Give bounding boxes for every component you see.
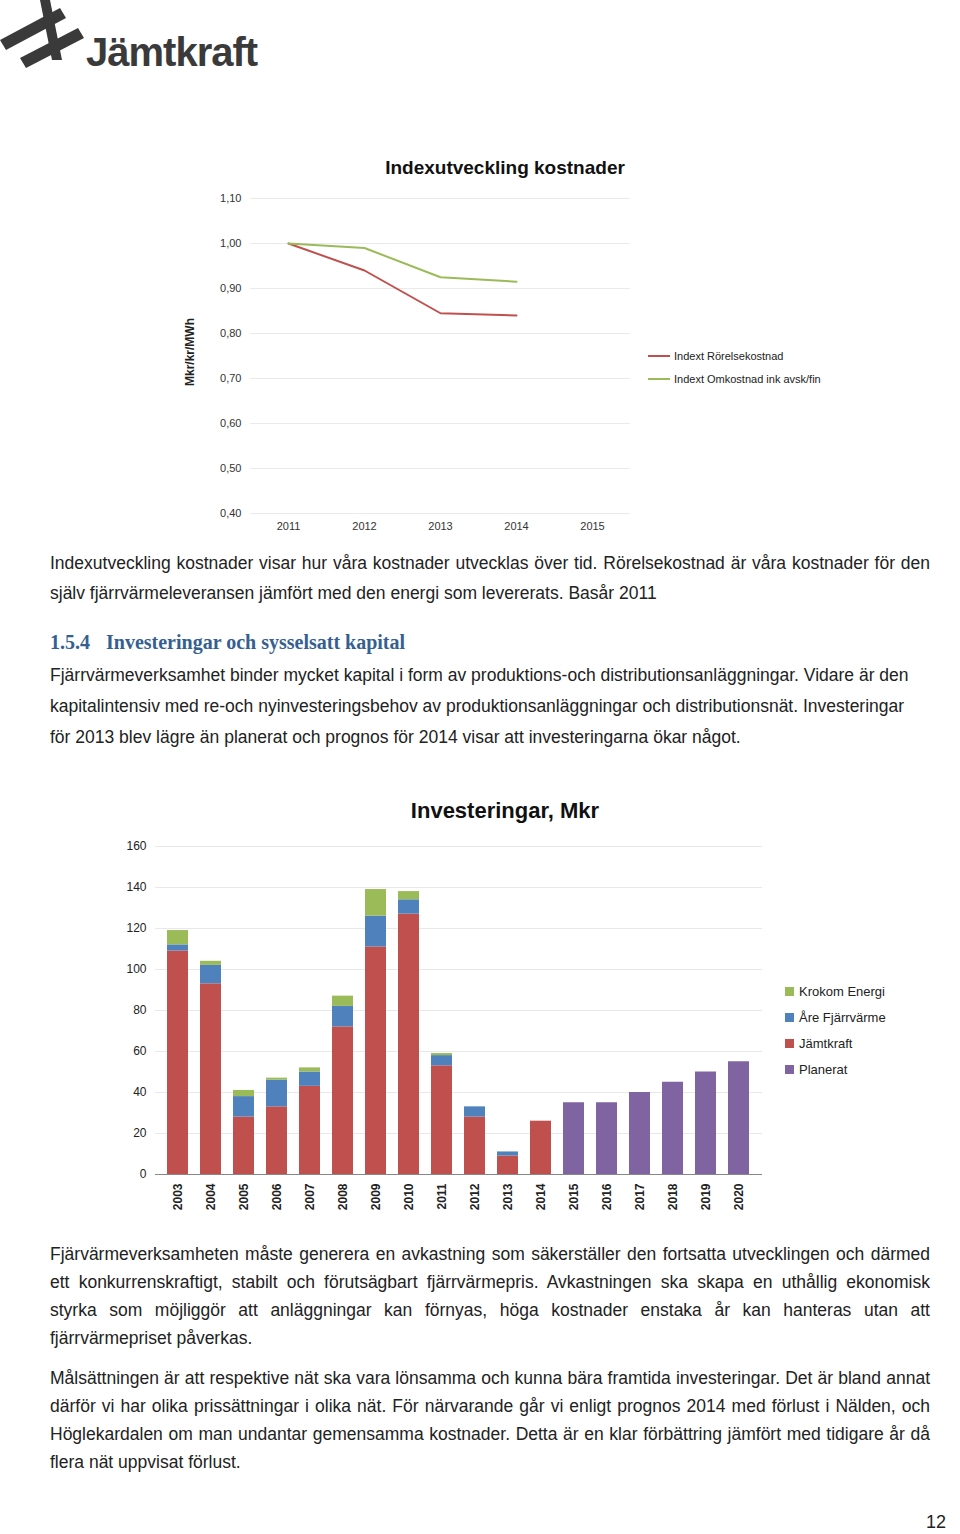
svg-text:2014: 2014 [534,1183,548,1210]
svg-text:60: 60 [133,1044,147,1058]
svg-text:2004: 2004 [204,1183,218,1210]
html-text:Krokom Energi: Krokom Energi [799,983,885,999]
html-text:Jämtkraft: Jämtkraft [799,1035,853,1051]
html-text:Jämtkraft: Jämtkraft [86,30,258,74]
svg-text:2012: 2012 [468,1183,482,1210]
html-text:Åre Fjärrvärme: Åre Fjärrvärme [799,1009,886,1025]
svg-text:140: 140 [126,880,146,894]
svg-text:0,40: 0,40 [220,507,241,519]
svg-text:160: 160 [126,839,146,853]
svg-text:0,90: 0,90 [220,282,241,294]
html-text:Mkr/kr/MWh: Mkr/kr/MWh [183,318,197,386]
svg-text:2015: 2015 [580,520,604,532]
html-text:Fjärvärmeverksamheten måste ge: Fjärvärmeverksamheten måste generera en … [50,1244,930,1348]
html-text:12: 12 [926,1512,946,1532]
html-text:Investeringar och sysselsatt k: Investeringar och sysselsatt kapital [106,631,406,653]
svg-text:2018: 2018 [666,1183,680,1210]
html-text:Indexutveckling kostnader visa: Indexutveckling kostnader visar hur våra… [50,553,930,603]
html-text:Fjärrvärmeverksamhet binder my: Fjärrvärmeverksamhet binder mycket kapit… [50,665,909,747]
svg-text:40: 40 [133,1085,147,1099]
svg-text:2005: 2005 [237,1183,251,1210]
html-text:Indexutveckling kostnader: Indexutveckling kostnader [385,157,625,178]
html-text:Indext Omkostnad ink avsk/fin: Indext Omkostnad ink avsk/fin [674,372,821,385]
html-text:Indext Rörelsekostnad: Indext Rörelsekostnad [674,349,784,362]
svg-text:2019: 2019 [699,1183,713,1210]
svg-text:2009: 2009 [369,1183,383,1210]
html-text:Planerat: Planerat [799,1061,848,1077]
svg-text:0,70: 0,70 [220,372,241,384]
svg-text:2016: 2016 [600,1183,614,1210]
html-text:1.5.4: 1.5.4 [50,631,90,653]
svg-text:0,50: 0,50 [220,462,241,474]
svg-text:2011: 2011 [435,1183,449,1209]
svg-text:0,80: 0,80 [220,327,241,339]
svg-text:2020: 2020 [732,1183,746,1210]
svg-text:2015: 2015 [567,1183,581,1210]
svg-text:2011: 2011 [277,520,301,532]
svg-text:2017: 2017 [633,1183,647,1210]
svg-text:0: 0 [140,1167,147,1181]
svg-text:2007: 2007 [303,1183,317,1210]
svg-text:2013: 2013 [501,1183,515,1210]
html-text:Målsättningen är att respektiv: Målsättningen är att respektive nät ska … [50,1368,930,1472]
svg-text:2012: 2012 [352,520,376,532]
svg-text:120: 120 [126,921,146,935]
svg-text:20: 20 [133,1126,147,1140]
svg-text:1,10: 1,10 [220,192,241,204]
svg-text:2008: 2008 [336,1183,350,1210]
svg-text:100: 100 [126,962,146,976]
svg-text:80: 80 [133,1003,147,1017]
svg-text:2003: 2003 [171,1183,185,1210]
svg-text:0,60: 0,60 [220,417,241,429]
svg-text:2006: 2006 [270,1183,284,1210]
svg-text:2010: 2010 [402,1183,416,1210]
svg-text:2013: 2013 [428,520,452,532]
svg-text:2014: 2014 [504,520,528,532]
svg-text:1,00: 1,00 [220,237,241,249]
html-text:Investeringar, Mkr: Investeringar, Mkr [410,798,600,823]
